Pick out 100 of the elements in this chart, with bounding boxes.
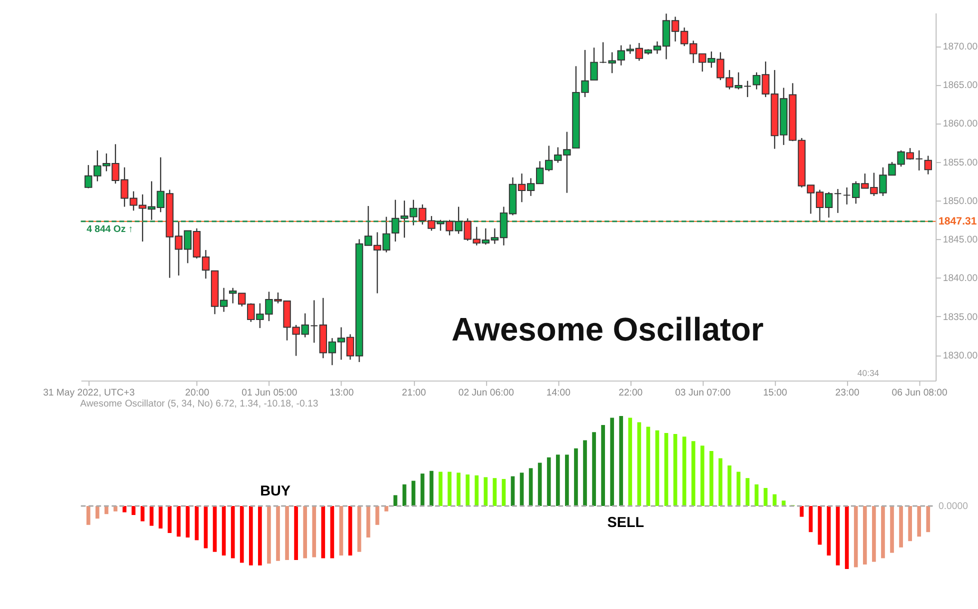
bar	[230, 506, 235, 558]
bar	[764, 488, 768, 506]
bar	[917, 506, 922, 537]
bar	[194, 506, 199, 540]
x-tick-label: 21:00	[402, 388, 426, 398]
candlestick	[843, 186, 851, 206]
bar	[204, 506, 208, 548]
bar	[628, 418, 632, 506]
bar	[140, 506, 144, 522]
annotation: BUY	[260, 483, 291, 500]
bar	[456, 472, 461, 506]
y-tick-label: 1840.00	[942, 273, 978, 284]
bar	[176, 506, 181, 537]
bar	[890, 506, 894, 553]
bar	[430, 470, 434, 506]
ref-line-label: 1847.31	[938, 215, 977, 228]
bar	[826, 506, 831, 556]
bar	[222, 506, 226, 556]
bar	[619, 416, 624, 506]
bar	[728, 465, 732, 506]
bar	[556, 454, 560, 506]
bar	[384, 506, 388, 512]
bar	[664, 433, 668, 506]
bar	[746, 478, 750, 506]
x-tick-label: 20:00	[185, 388, 210, 398]
x-tick-label: 22:00	[618, 388, 643, 398]
annotation: SELL	[607, 515, 644, 532]
bar	[908, 506, 912, 542]
bar	[691, 441, 696, 506]
bar	[150, 506, 154, 526]
bar	[303, 506, 308, 558]
bar	[610, 418, 614, 506]
bar	[502, 478, 506, 506]
bar	[601, 424, 605, 506]
x-tick-label: 13:00	[330, 388, 354, 398]
y-tick-label: 1860.00	[942, 118, 978, 130]
bar	[899, 506, 903, 548]
bar	[258, 506, 262, 566]
y-tick-label: 1855.00	[942, 157, 978, 168]
bar	[682, 436, 686, 506]
bar	[854, 506, 858, 568]
bar	[104, 506, 108, 514]
bar	[718, 458, 722, 506]
bar	[574, 448, 578, 506]
bar	[267, 506, 271, 564]
bar	[872, 506, 876, 562]
bar	[114, 506, 118, 512]
bar	[700, 446, 704, 506]
bar	[438, 472, 442, 506]
x-tick-label: 01 Jun 05:00	[242, 388, 298, 398]
bar	[772, 494, 777, 506]
x-tick-label: 31 May 2022, UTC+3	[43, 388, 135, 398]
bar	[583, 440, 587, 506]
bar	[412, 480, 416, 506]
x-tick-label: 14:00	[546, 388, 570, 398]
bar	[420, 474, 424, 506]
bar	[158, 506, 163, 528]
x-tick-label: 15:00	[763, 388, 788, 398]
ref-line-label: 4 844 Oz ↑	[86, 224, 134, 235]
chart-title: Awesome Oscillator (5, 34, No) 6.72, 1.34, -10.18, -0.13	[80, 398, 318, 410]
bar	[357, 506, 362, 552]
x-tick-label: 02 Jun 06:00	[458, 388, 514, 398]
bar	[168, 506, 172, 533]
bar	[212, 506, 217, 552]
bar	[484, 477, 488, 506]
y-tick-label: 1850.00	[942, 196, 978, 207]
y-tick-label: 1845.00	[942, 234, 978, 246]
bar	[492, 478, 497, 506]
y-tick-label: 1830.00	[942, 350, 978, 362]
bar	[673, 434, 678, 506]
bar	[520, 472, 524, 506]
bar	[122, 506, 126, 512]
bar	[285, 506, 289, 560]
bar	[862, 506, 867, 565]
bar	[782, 500, 786, 506]
bar	[321, 506, 326, 558]
bar	[800, 506, 804, 517]
bar	[402, 484, 406, 506]
bar	[339, 506, 344, 556]
bar	[637, 422, 642, 506]
y-tick-label: 1835.00	[942, 312, 978, 323]
bar	[86, 506, 90, 525]
bar	[736, 472, 740, 506]
bar	[546, 457, 551, 506]
x-tick-label: 23:00	[835, 388, 860, 398]
bar	[881, 506, 885, 558]
bar	[294, 506, 298, 560]
y-tick-label: 1865.00	[942, 80, 978, 92]
bar	[754, 484, 758, 506]
bar	[240, 506, 244, 563]
bar	[538, 462, 542, 506]
x-tick-label: 03 Jun 07:00	[675, 388, 731, 398]
bar	[348, 506, 352, 556]
annotation: 40:34	[857, 368, 880, 378]
bar	[448, 472, 452, 506]
ref-line-label: 0.0000	[938, 500, 968, 512]
bar	[248, 506, 253, 566]
bar	[276, 506, 280, 561]
bar	[709, 451, 714, 506]
bar	[186, 506, 190, 538]
